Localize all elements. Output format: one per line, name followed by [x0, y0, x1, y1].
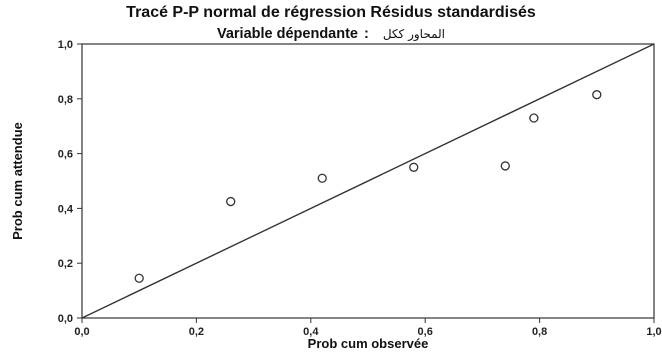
subtitle-variable: المحاور ككل	[382, 27, 446, 41]
chart-subtitle: Variable dépendante: المحاور ككل	[0, 26, 662, 42]
data-point	[500, 161, 510, 171]
x-tick-label: 0,2	[189, 326, 204, 338]
x-axis-ticks: 0,0 0,2 0,4 0,6 0,8 1,0	[74, 318, 662, 338]
x-tick-label: 0,4	[303, 326, 319, 338]
subtitle-separator: :	[364, 26, 369, 42]
data-point	[317, 173, 327, 183]
plot-frame	[81, 43, 655, 319]
y-tick-label: 0,2	[58, 258, 73, 270]
chart-title: Tracé P-P normal de régression Résidus s…	[126, 4, 536, 21]
y-tick-label: 0,8	[58, 94, 73, 106]
y-axis-ticks: 0,0 0,2 0,4 0,6 0,8 1,0	[58, 39, 82, 325]
x-tick-label: 0,6	[418, 326, 433, 338]
y-tick-label: 1,0	[58, 39, 73, 51]
data-point	[226, 196, 236, 207]
data-point	[134, 273, 144, 283]
x-axis-title: Prob cum observée	[308, 336, 429, 351]
x-tick-label: 0,8	[532, 326, 547, 338]
data-point	[592, 90, 602, 100]
data-points	[134, 90, 602, 283]
y-tick-label: 0,6	[58, 149, 73, 161]
reference-line	[81, 43, 655, 319]
y-axis-title: Prob cum attendue	[10, 122, 25, 240]
data-point	[529, 113, 539, 123]
y-tick-label: 0,4	[58, 203, 74, 215]
data-point	[409, 162, 419, 172]
y-tick-label: 0,0	[58, 313, 73, 325]
subtitle-label: Variable dépendante	[216, 26, 358, 42]
x-tick-label: 1,0	[646, 326, 661, 338]
x-tick-label: 0,0	[74, 326, 89, 338]
